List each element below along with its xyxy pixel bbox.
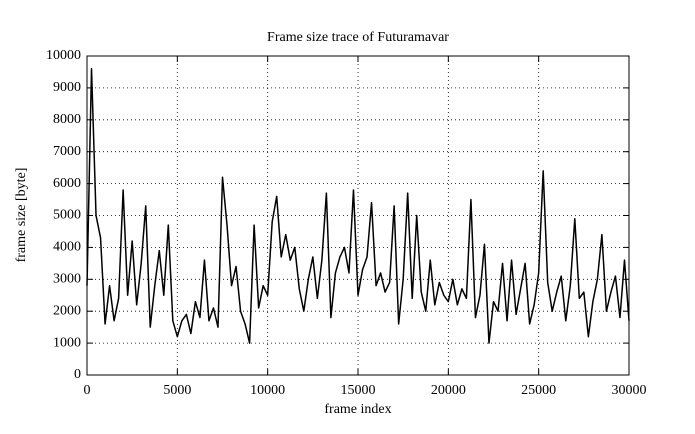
- y-tick-label: 3000: [53, 272, 81, 287]
- y-tick-label: 2000: [53, 303, 81, 318]
- x-tick-label: 30000: [612, 383, 647, 398]
- x-tick-label: 20000: [431, 383, 466, 398]
- y-tick-label: 8000: [53, 112, 81, 127]
- chart-title: Frame size trace of Futuramavar: [267, 30, 449, 45]
- x-axis-label: frame index: [324, 402, 391, 417]
- y-tick-label: 1000: [53, 335, 81, 350]
- y-tick-label: 9000: [53, 80, 81, 95]
- x-tick-label: 10000: [250, 383, 285, 398]
- x-tick-label: 25000: [521, 383, 556, 398]
- y-tick-label: 10000: [46, 48, 81, 63]
- y-tick-label: 6000: [53, 176, 81, 191]
- x-tick-label: 15000: [341, 383, 376, 398]
- plot-frame: [86, 55, 630, 376]
- x-tick-label: 5000: [163, 383, 191, 398]
- y-tick-label: 4000: [53, 240, 81, 255]
- data-line: [86, 68, 630, 344]
- y-tick-label: 5000: [53, 208, 81, 223]
- y-tick-label: 0: [74, 367, 81, 382]
- y-tick-label: 7000: [53, 144, 81, 159]
- y-axis-label: frame size [byte]: [14, 168, 29, 263]
- x-tick-label: 0: [84, 383, 91, 398]
